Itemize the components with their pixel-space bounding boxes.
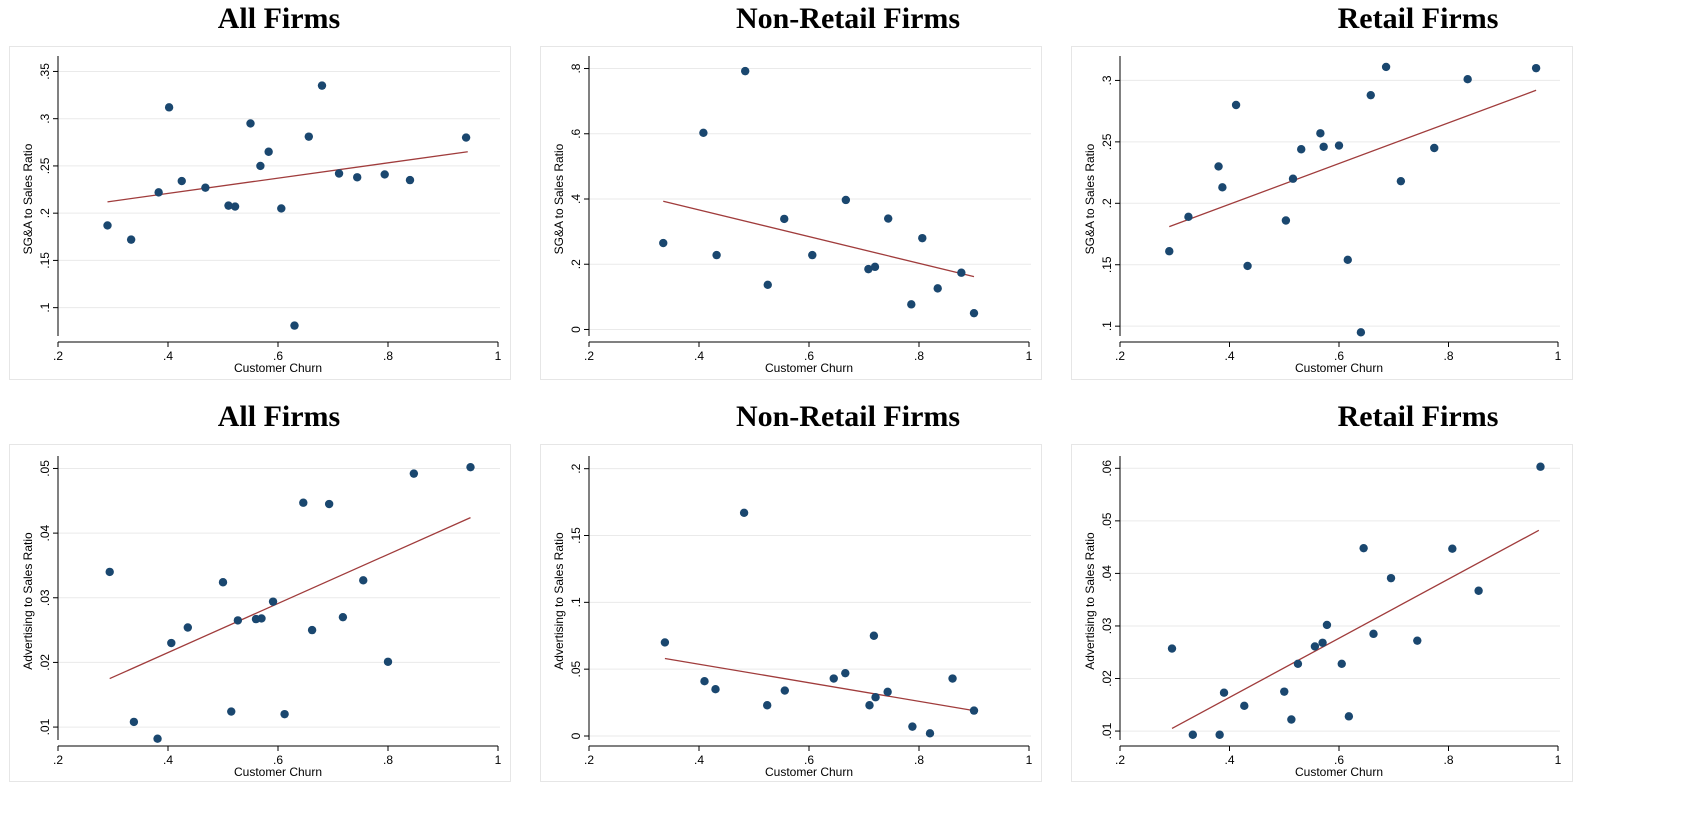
chart-frame bbox=[1071, 46, 1573, 380]
chart-title: All Firms bbox=[217, 2, 341, 35]
chart-frame bbox=[540, 46, 1042, 380]
chart-title: Non-Retail Firms bbox=[735, 400, 961, 433]
chart-title: Non-Retail Firms bbox=[735, 2, 961, 35]
chart-frame bbox=[9, 46, 511, 380]
chart-title: Retail Firms bbox=[1337, 400, 1499, 433]
chart-frame bbox=[540, 444, 1042, 782]
chart-title: All Firms bbox=[217, 400, 341, 433]
chart-frame bbox=[1071, 444, 1573, 782]
chart-frame bbox=[9, 444, 511, 782]
chart-title: Retail Firms bbox=[1337, 2, 1499, 35]
